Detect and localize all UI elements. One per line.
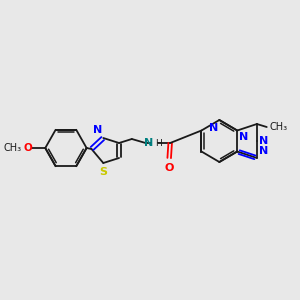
Text: S: S <box>99 167 107 177</box>
Text: CH₃: CH₃ <box>270 122 288 132</box>
Text: N: N <box>93 125 102 135</box>
Text: N: N <box>259 136 268 146</box>
Text: O: O <box>164 163 174 173</box>
Text: N: N <box>144 138 154 148</box>
Text: N: N <box>209 123 218 133</box>
Text: H: H <box>155 139 162 148</box>
Text: O: O <box>24 143 32 153</box>
Text: N: N <box>259 146 268 156</box>
Text: N: N <box>239 133 248 142</box>
Text: CH₃: CH₃ <box>4 143 22 153</box>
